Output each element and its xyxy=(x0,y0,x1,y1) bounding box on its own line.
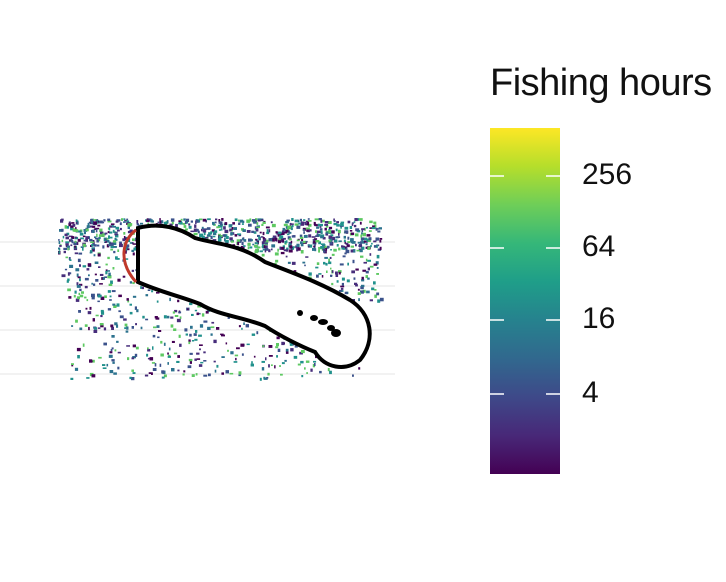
protected-area-boundary xyxy=(136,223,372,369)
legend-label-16: 16 xyxy=(582,302,616,335)
island xyxy=(327,325,335,331)
colorbar-ticks xyxy=(490,175,560,395)
colorbar-gradient xyxy=(490,128,560,474)
legend-label-4: 4 xyxy=(582,376,599,409)
island xyxy=(310,315,318,321)
boundary-highlight-edge xyxy=(122,228,138,284)
legend-title: Fishing hours xyxy=(490,62,712,104)
island xyxy=(331,329,341,337)
protected-area-fill xyxy=(138,225,370,367)
island xyxy=(318,319,328,325)
colorbar xyxy=(490,128,560,474)
island xyxy=(297,310,303,316)
islands xyxy=(297,310,341,337)
legend-label-64: 64 xyxy=(582,230,616,263)
legend-label-256: 256 xyxy=(582,158,633,191)
